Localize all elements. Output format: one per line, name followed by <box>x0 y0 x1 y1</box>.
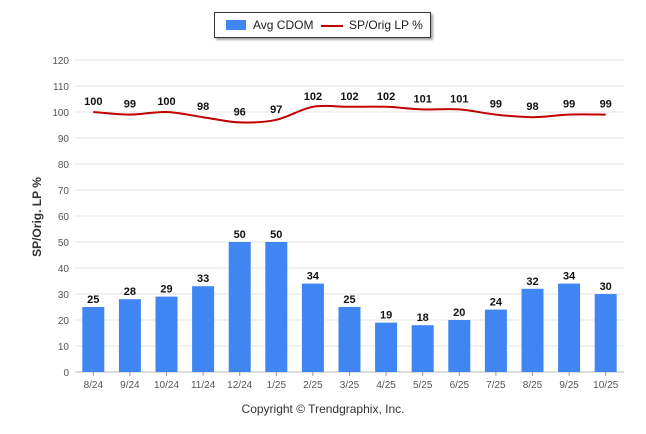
x-tick-label: 6/25 <box>450 380 470 391</box>
bar <box>192 286 215 372</box>
y-tick-label: 40 <box>58 264 70 275</box>
bar <box>338 307 361 372</box>
bar-data-label: 50 <box>270 229 282 241</box>
line-data-label: 99 <box>124 99 136 111</box>
x-tick-label: 10/25 <box>593 380 618 391</box>
x-tick-label: 11/24 <box>191 380 216 391</box>
y-tick-label: 100 <box>52 108 69 119</box>
bar <box>521 288 544 372</box>
y-tick-label: 20 <box>58 316 70 327</box>
x-tick-label: 1/25 <box>267 380 287 391</box>
bar <box>411 325 434 372</box>
bar-data-label: 20 <box>453 307 465 319</box>
y-tick-label: 0 <box>63 368 69 379</box>
line-data-label: 97 <box>270 104 282 116</box>
bar-data-label: 30 <box>600 281 612 293</box>
legend-line-label: SP/Orig LP % <box>349 18 423 32</box>
bar <box>82 307 105 372</box>
x-tick-label: 7/25 <box>486 380 506 391</box>
bar-data-label: 18 <box>417 312 429 324</box>
bar-data-label: 25 <box>87 294 99 306</box>
bar-data-label: 32 <box>526 276 538 288</box>
bar <box>228 242 251 372</box>
x-axis-ticks: 8/24 9/24 10/24 11/24 12/24 1/25 2/25 3/25 4/25 5… <box>84 372 619 391</box>
bar <box>484 309 507 372</box>
bar-data-label: 24 <box>490 297 503 309</box>
x-tick-label: 3/25 <box>340 380 360 391</box>
y-tick-label: 120 <box>52 56 69 67</box>
line-data-label: 101 <box>450 93 468 105</box>
bar <box>155 296 178 372</box>
bar <box>594 294 617 372</box>
x-tick-label: 9/24 <box>120 380 140 391</box>
line-data-label: 99 <box>563 99 575 111</box>
legend-bar-swatch <box>226 20 246 30</box>
x-tick-label: 8/25 <box>523 380 543 391</box>
line-data-label: 100 <box>157 96 175 108</box>
legend-bar-label: Avg CDOM <box>253 18 314 32</box>
line-data-label: 98 <box>526 101 538 113</box>
y-tick-label: 30 <box>58 290 70 301</box>
x-tick-label: 10/24 <box>154 380 179 391</box>
line-data-label: 99 <box>490 99 502 111</box>
line-data-label: 102 <box>340 91 358 103</box>
line-series <box>93 104 606 124</box>
bar-data-label: 33 <box>197 273 209 285</box>
y-tick-label: 60 <box>58 212 70 223</box>
x-tick-label: 4/25 <box>376 380 396 391</box>
x-tick-label: 8/24 <box>84 380 104 391</box>
copyright-text: Copyright © Trendgraphix, Inc. <box>241 402 405 416</box>
legend: Avg CDOM SP/Orig LP % <box>214 12 431 38</box>
x-tick-label: 9/25 <box>559 380 579 391</box>
bar-data-label: 29 <box>160 284 172 296</box>
y-axis-label: SP/Orig. LP % <box>30 177 44 257</box>
line-data-label: 102 <box>304 91 322 103</box>
series-line <box>93 104 606 124</box>
bar <box>301 283 324 372</box>
y-tick-label: 50 <box>58 238 70 249</box>
y-tick-label: 70 <box>58 186 70 197</box>
x-tick-label: 5/25 <box>413 380 433 391</box>
bar <box>448 320 471 372</box>
bar <box>118 299 141 372</box>
y-tick-label: 80 <box>58 160 70 171</box>
x-tick-label: 12/24 <box>227 380 252 391</box>
line-data-label: 101 <box>414 93 432 105</box>
bar-data-label: 19 <box>380 310 392 322</box>
bar-data-label: 25 <box>343 294 355 306</box>
bar-data-label: 28 <box>124 286 136 298</box>
y-axis-ticks: 0 10 20 30 40 50 60 70 80 90 100 110 120 <box>52 56 69 379</box>
bar <box>375 322 398 372</box>
bar-data-label: 34 <box>307 271 320 283</box>
bar-data-labels: 25 28 29 33 50 50 34 25 19 18 20 24 32 34 30 <box>87 229 612 324</box>
line-data-label: 99 <box>600 99 612 111</box>
y-tick-label: 90 <box>58 134 70 145</box>
bar <box>558 283 581 372</box>
x-tick-label: 2/25 <box>303 380 323 391</box>
line-data-labels: 100 99 100 98 96 97 102 102 102 101 101 99 98 99 99 <box>84 91 612 119</box>
line-data-label: 96 <box>234 106 246 118</box>
line-data-label: 98 <box>197 101 209 113</box>
line-data-label: 100 <box>84 96 102 108</box>
bar-data-label: 50 <box>234 229 246 241</box>
bar-data-label: 34 <box>563 271 576 283</box>
y-tick-label: 110 <box>53 82 69 93</box>
bar <box>265 242 288 372</box>
line-data-label: 102 <box>377 91 395 103</box>
y-tick-label: 10 <box>58 342 70 353</box>
legend-line-swatch <box>321 25 343 27</box>
bar-series <box>82 242 617 372</box>
